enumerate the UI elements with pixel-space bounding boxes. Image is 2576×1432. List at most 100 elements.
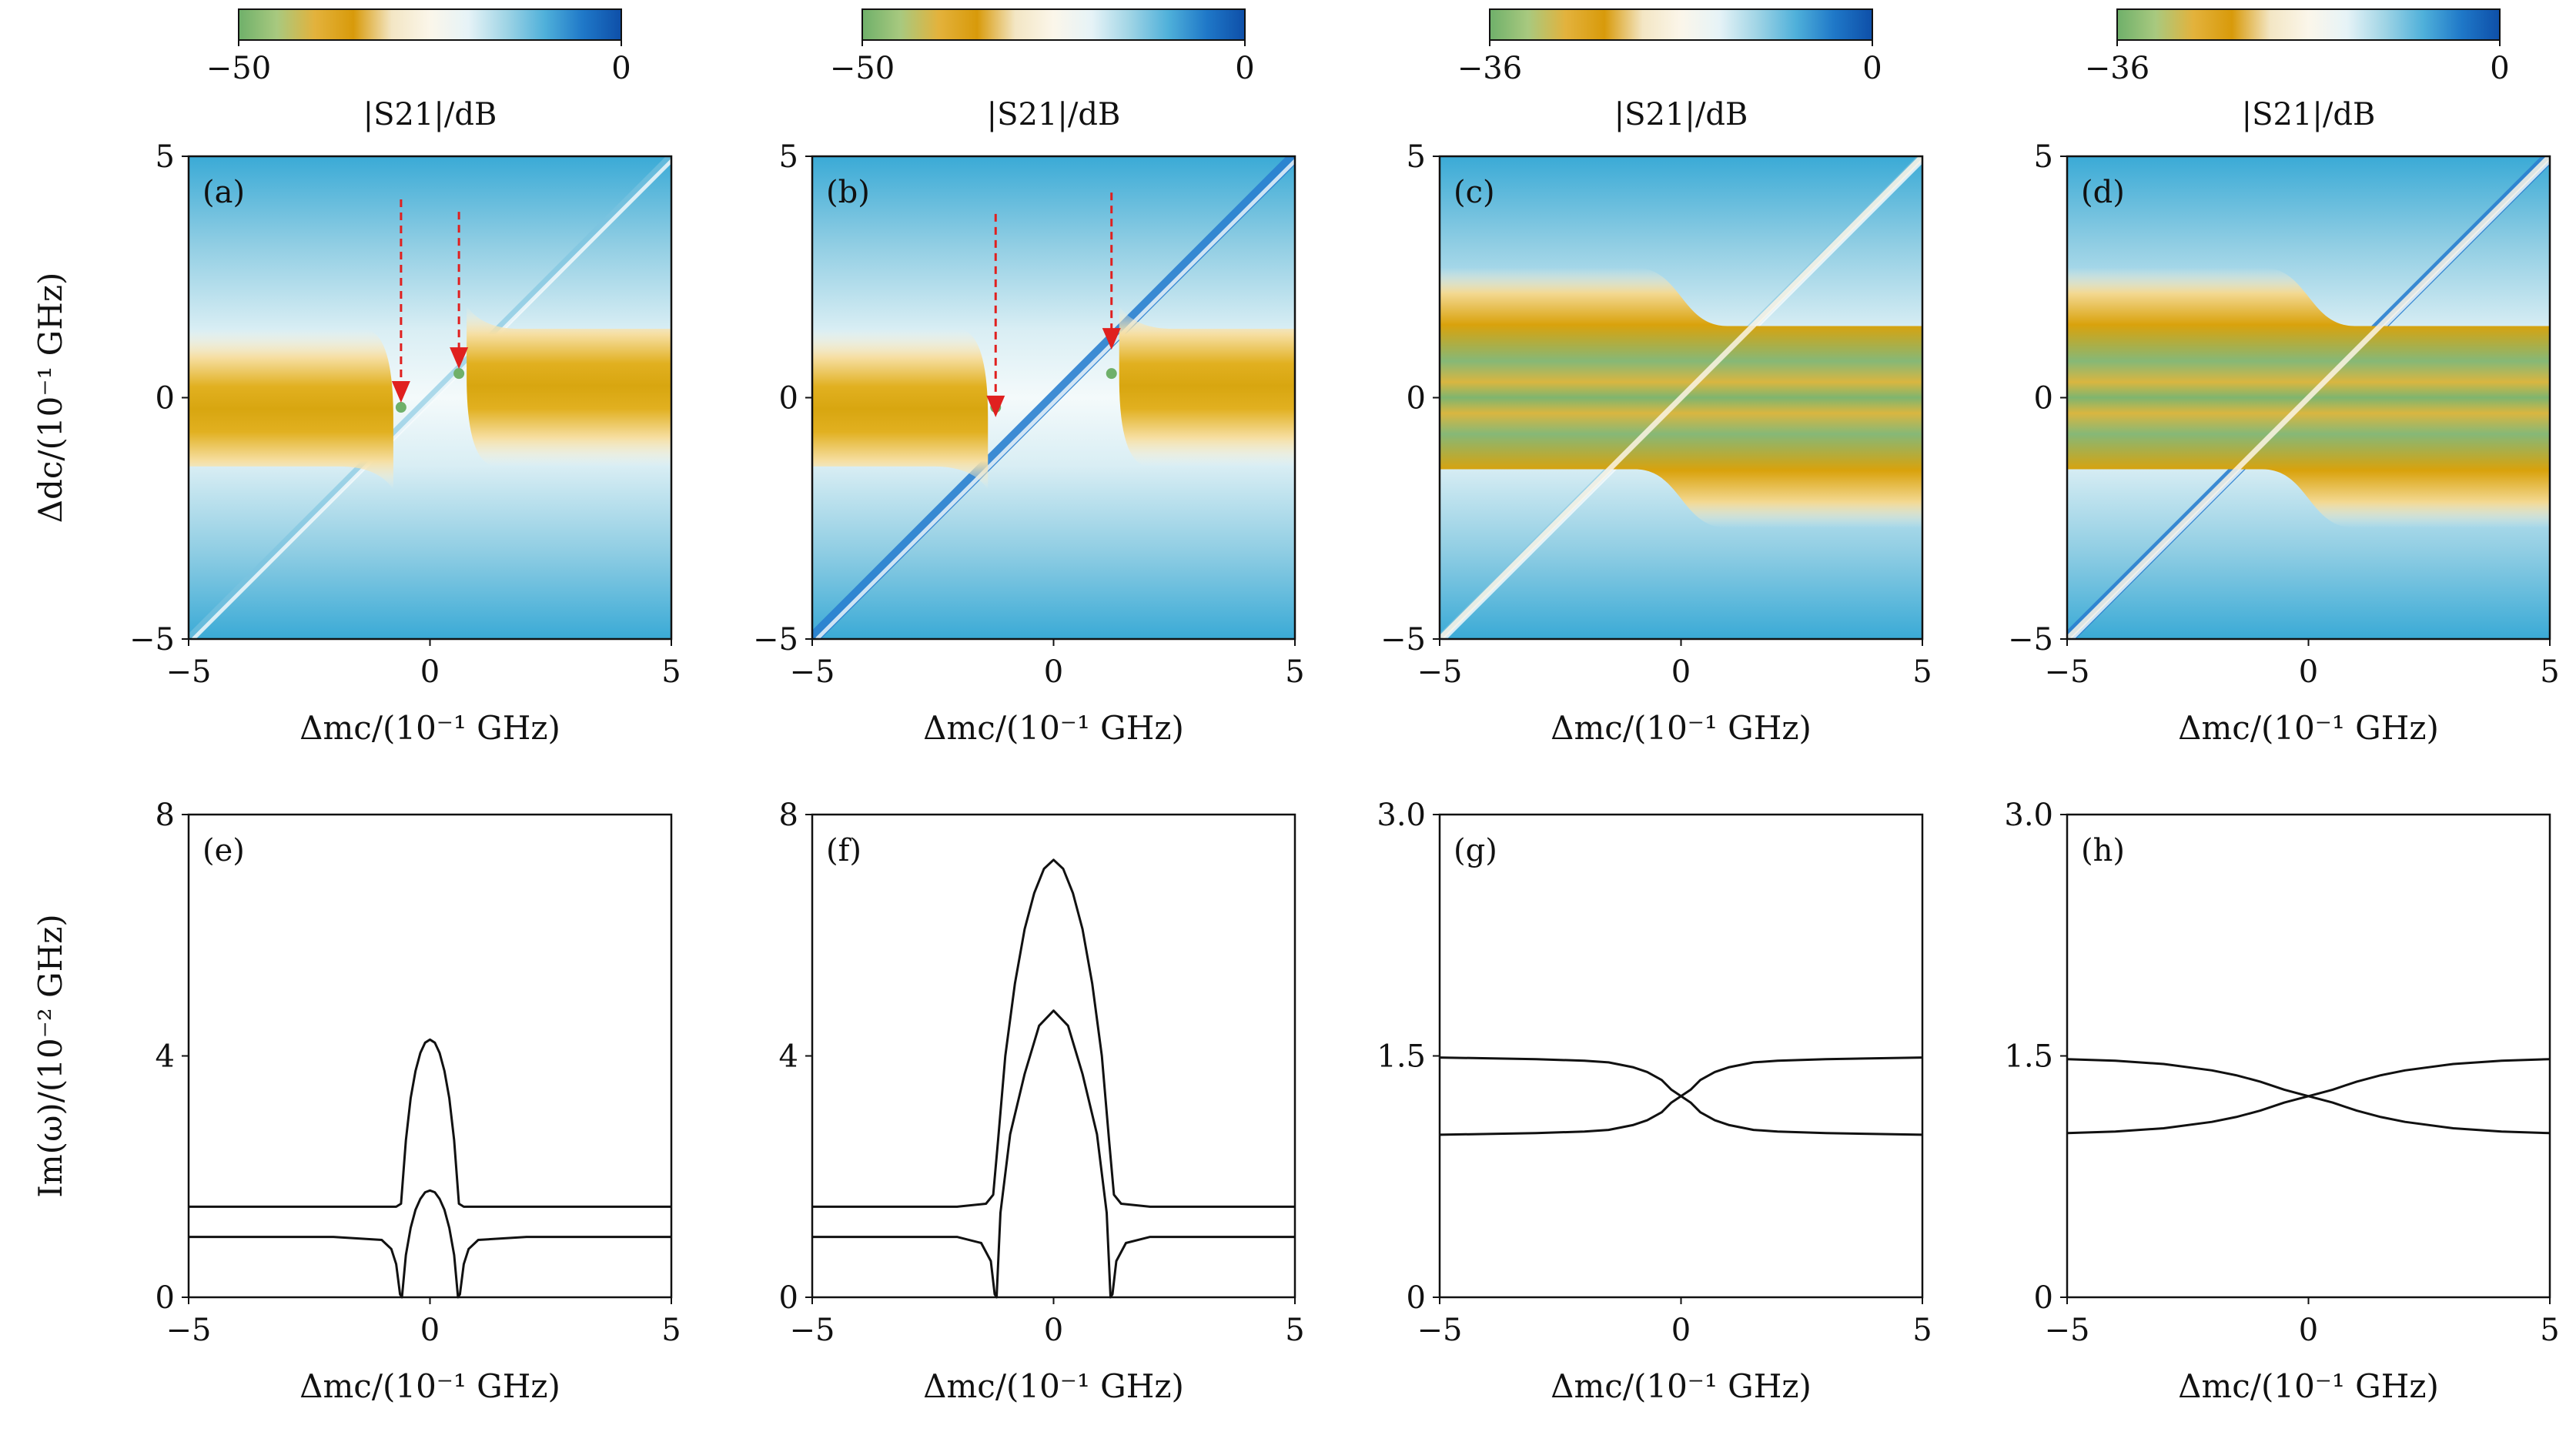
x-tick-label: −5 xyxy=(166,1313,212,1348)
x-tick-label: 0 xyxy=(2299,1313,2318,1348)
x-tick-label: 0 xyxy=(420,654,440,690)
colorbar-label: |S21|/dB xyxy=(2242,97,2376,132)
y-tick-label: −5 xyxy=(1380,622,1426,657)
x-tick-label: 5 xyxy=(2540,654,2559,690)
y-tick-label: 8 xyxy=(156,798,175,833)
plot-area xyxy=(189,815,671,1297)
heatmap xyxy=(189,156,671,639)
x-tick-label: 5 xyxy=(1285,654,1304,690)
y-tick-label: 0 xyxy=(779,381,798,417)
diagonal-cut xyxy=(1440,156,1922,639)
diagonal-highlight xyxy=(815,158,1295,639)
y-axis-label: Im(ω)/(10⁻² GHz) xyxy=(32,914,69,1197)
y-tick-label: 4 xyxy=(779,1039,798,1075)
x-tick-label: 5 xyxy=(661,654,681,690)
y-tick-label: 5 xyxy=(156,139,175,175)
panel-label: (a) xyxy=(202,175,245,210)
x-tick-label: 0 xyxy=(1044,654,1063,690)
x-tick-label: −5 xyxy=(1417,1313,1463,1348)
colorbar-label: |S21|/dB xyxy=(1614,97,1748,132)
colorbar-tick-label: −36 xyxy=(2085,51,2149,86)
panel-label: (b) xyxy=(826,175,870,210)
diagonal-mode xyxy=(189,156,671,639)
x-tick-label: 0 xyxy=(1671,1313,1691,1348)
x-axis-label: Δmc/(10⁻¹ GHz) xyxy=(299,709,560,747)
y-tick-label: 4 xyxy=(156,1039,175,1075)
x-tick-label: 0 xyxy=(1044,1313,1063,1348)
y-tick-label: 5 xyxy=(1407,139,1426,175)
y-axis-label: Δdc/(10⁻¹ GHz) xyxy=(32,273,69,524)
x-tick-label: −5 xyxy=(2045,1313,2090,1348)
y-tick-label: 8 xyxy=(779,798,798,833)
arrow-head xyxy=(450,347,469,370)
y-tick-label: 0 xyxy=(2034,381,2053,417)
exceptional-point xyxy=(1106,368,1117,380)
colorbar-tick-label: 0 xyxy=(1862,51,1882,86)
plot-area xyxy=(812,815,1295,1297)
diagonal-cut xyxy=(2067,156,2550,639)
avoided-crossing-band-left xyxy=(189,329,393,490)
x-tick-label: −5 xyxy=(166,654,212,690)
y-tick-label: 5 xyxy=(779,139,798,175)
panel-label: (d) xyxy=(2081,175,2125,210)
y-tick-label: 0 xyxy=(2034,1280,2053,1316)
series-line-mode-2 xyxy=(1439,1056,1923,1136)
x-axis-label: Δmc/(10⁻¹ GHz) xyxy=(1551,709,1812,747)
colorbar-label: |S21|/dB xyxy=(363,97,497,132)
heatmap xyxy=(812,156,1295,639)
heatmap xyxy=(2067,156,2550,639)
colorbar: −36 0 |S21|/dB xyxy=(2085,8,2510,132)
x-axis-label: Δmc/(10⁻¹ GHz) xyxy=(923,709,1184,747)
x-axis-label: Δmc/(10⁻¹ GHz) xyxy=(299,1367,560,1405)
plot-area xyxy=(2067,815,2550,1297)
series-line-lower xyxy=(812,1009,1295,1299)
x-axis-label: Δmc/(10⁻¹ GHz) xyxy=(923,1367,1184,1405)
colorbar-tick-label: 0 xyxy=(1235,51,1254,86)
colorbar-swatch xyxy=(1489,8,1873,41)
heatmap xyxy=(1440,156,1922,639)
x-tick-label: −5 xyxy=(1417,654,1463,690)
x-tick-label: 5 xyxy=(1912,1313,1932,1348)
colorbar-tick-label: 0 xyxy=(611,51,631,86)
exceptional-point xyxy=(395,402,406,413)
x-tick-label: 5 xyxy=(1285,1313,1304,1348)
y-tick-label: 0 xyxy=(1407,381,1426,417)
avoided-crossing-band-right xyxy=(1119,306,1295,467)
y-tick-label: 1.5 xyxy=(2004,1039,2053,1075)
y-tick-label: 0 xyxy=(156,381,175,417)
y-tick-label: 0 xyxy=(1407,1280,1426,1316)
colorbar-tick-label: −36 xyxy=(1457,51,1522,86)
arrow-head xyxy=(391,381,410,403)
avoided-crossing-band-left xyxy=(812,329,989,490)
avoided-crossing-band-right xyxy=(467,306,671,467)
x-tick-label: 5 xyxy=(2540,1313,2559,1348)
colorbar-swatch xyxy=(861,8,1246,41)
y-tick-label: 0 xyxy=(779,1280,798,1316)
y-tick-label: 3.0 xyxy=(1377,798,1426,833)
panel-h: −5 0 501.53.0(h)Δmc/(10⁻¹ GHz) xyxy=(2004,798,2559,1405)
panel-label: (h) xyxy=(2081,833,2125,868)
y-tick-label: −5 xyxy=(2008,622,2053,657)
x-tick-label: −5 xyxy=(790,654,835,690)
x-tick-label: 5 xyxy=(661,1313,681,1348)
y-tick-label: −5 xyxy=(753,622,798,657)
diagonal-highlight xyxy=(192,158,671,639)
x-tick-label: 0 xyxy=(2299,654,2318,690)
panel-label: (g) xyxy=(1454,833,1497,868)
colorbar-label: |S21|/dB xyxy=(987,97,1121,132)
panel-a: −50 0|S21|/dB−5 0 5−505(a)Δmc/(10⁻¹ GHz)Δdc… xyxy=(32,8,681,747)
colorbar: −50 0 |S21|/dB xyxy=(206,8,631,132)
panel-label: (e) xyxy=(202,833,245,868)
y-tick-label: 1.5 xyxy=(1377,1039,1426,1075)
colorbar: −36 0 |S21|/dB xyxy=(1457,8,1882,132)
y-tick-label: 0 xyxy=(156,1280,175,1316)
panel-label: (c) xyxy=(1454,175,1495,210)
panel-label: (f) xyxy=(826,833,861,868)
series-line-lower xyxy=(189,1189,671,1299)
y-tick-label: −5 xyxy=(129,622,175,657)
arrow-head xyxy=(1102,328,1121,350)
colorbar-swatch xyxy=(2116,8,2501,41)
